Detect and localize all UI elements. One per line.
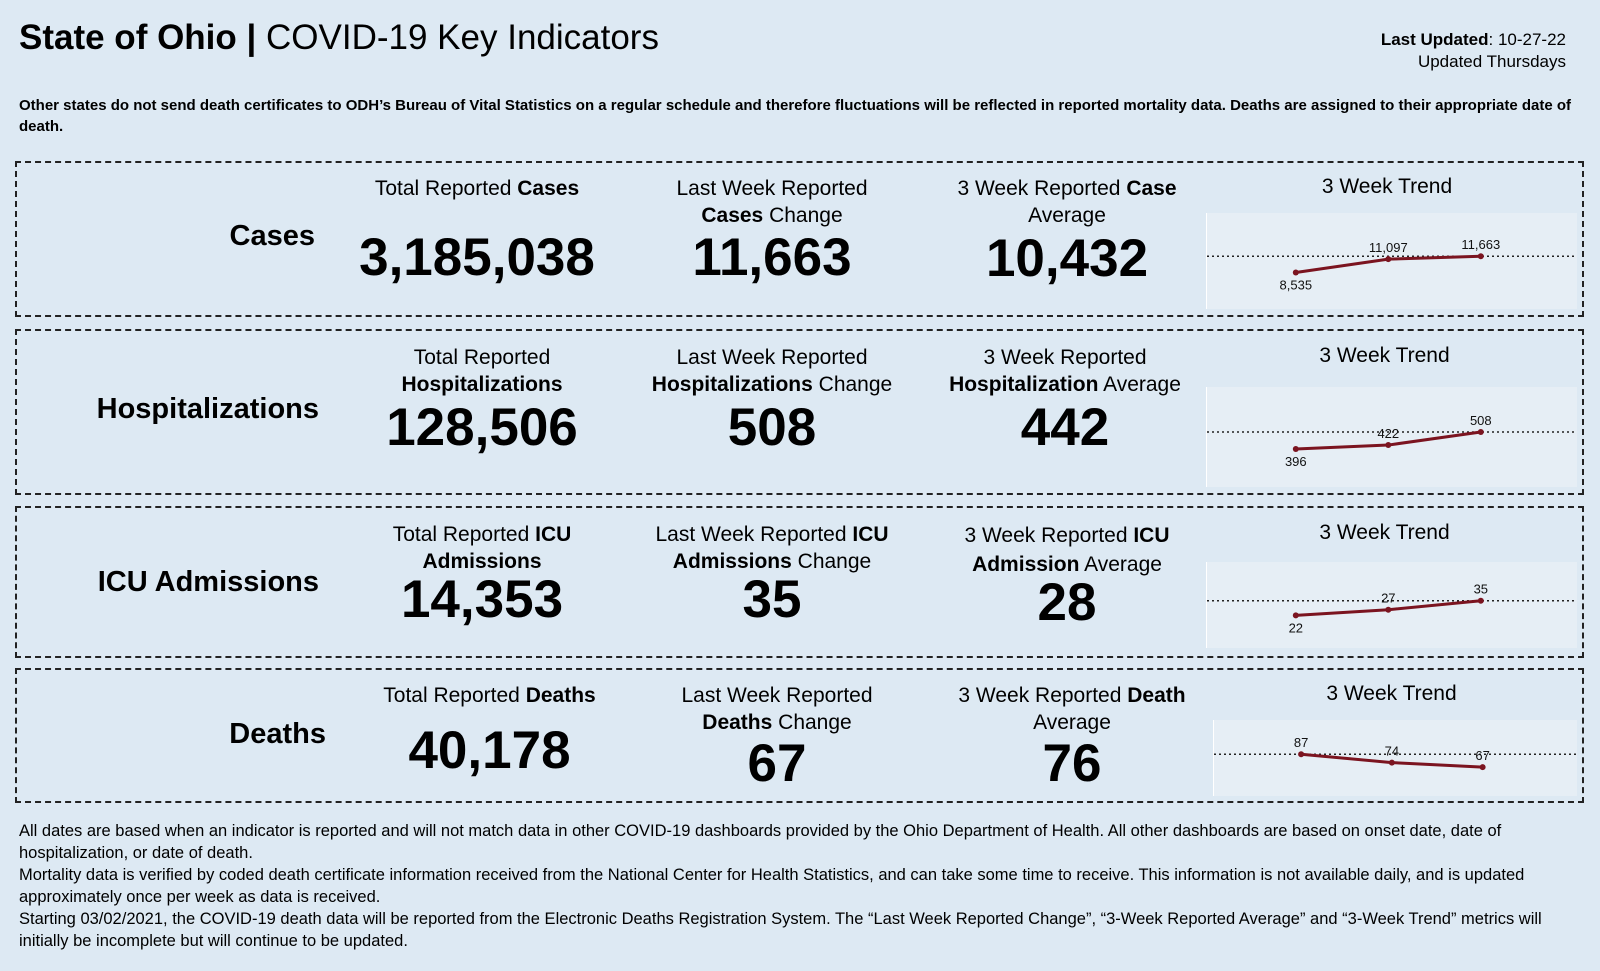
metric-title: Total Reported Hospitalizations [401,346,563,396]
panel-label: Deaths [229,718,326,750]
panel-label: Cases [229,220,315,252]
trend-chart: 8,535 11,097 11,663 [1206,213,1577,309]
hospitalizations-panel: Hospitalizations Total Reported Hospital… [15,329,1584,495]
trend-title: 3 Week Trend [1321,175,1453,198]
trend-point-label: 8,535 [1280,278,1313,293]
trend-point-label: 87 [1294,735,1308,750]
trend-point [1298,751,1305,758]
trend-sparkline: 22 27 35 [1207,582,1577,635]
metric-title: Last Week Reported Hospitalizations Chan… [651,346,893,396]
trend-point [1292,612,1299,619]
footer-note-edrs: Starting 03/02/2021, the COVID-19 death … [19,910,1542,950]
trend-sparkline: 396 422 508 [1207,413,1577,469]
trend-point-label: 27 [1381,591,1395,606]
trend-point [1385,442,1392,449]
trend-chart: 87 74 67 [1213,720,1577,796]
total-metric: Total Reported Hospitalizations 128,506 [327,344,637,458]
metric-value: 35 [742,570,802,629]
trend-chart: 396 422 508 [1206,387,1577,487]
metric-value: 28 [1037,573,1097,632]
metric-title: 3 Week Reported Death Average [958,684,1186,734]
page-title-state: State of Ohio | [19,18,257,57]
trend-sparkline: 87 74 67 [1214,735,1577,771]
trend-point [1385,606,1392,613]
deaths-panel: Deaths Total Reported Deaths 40,178 Last… [15,668,1584,803]
metric-value: 10,432 [985,229,1149,288]
footer-notes: All dates are based when an indicator is… [19,820,1579,952]
trend-point [1292,269,1299,276]
trend-point-label: 11,663 [1461,237,1500,252]
metric-value: 128,506 [386,398,578,457]
metric-title: Last Week Reported ICU Admissions Change [655,523,889,573]
metric-value: 67 [747,734,807,793]
footer-note-mortality: Mortality data is verified by coded deat… [19,866,1525,906]
trend-point-label: 22 [1289,620,1303,635]
change-metric: Last Week Reported Cases Change 11,663 [622,175,922,288]
metric-title: 3 Week Reported Hospitalization Average [949,346,1181,396]
total-metric: Total Reported Deaths 40,178 [337,682,642,781]
metric-title: Last Week Reported Cases Change [676,177,868,227]
trend-point [1477,253,1484,260]
panel-label: Hospitalizations [96,393,319,425]
trend-point [1477,429,1484,435]
trend-chart: 22 27 35 [1206,562,1577,648]
average-metric: 3 Week Reported Hospitalization Average … [905,344,1225,458]
metric-value: 508 [727,398,817,457]
metric-title: Last Week Reported Deaths Change [681,684,873,734]
trend-point-label: 11,097 [1369,240,1408,255]
trend-sparkline: 8,535 11,097 11,663 [1207,237,1577,293]
mortality-notice: Other states do not send death certifica… [19,97,1572,135]
average-metric: 3 Week Reported ICU Admission Average 28 [912,521,1222,633]
last-updated-label: Last Updated [1380,30,1489,49]
metric-value: 40,178 [408,721,571,780]
metric-value: 3,185,038 [359,228,595,287]
metric-value: 14,353 [400,570,564,629]
metric-title: Total Reported ICU Admissions [392,523,572,573]
icu-admissions-panel: ICU Admissions Total Reported ICU Admiss… [15,506,1584,658]
footer-note-dates: All dates are based when an indicator is… [19,822,1502,862]
change-metric: Last Week Reported Hospitalizations Chan… [612,344,932,458]
average-metric: 3 Week Reported Death Average 76 [917,682,1227,794]
average-metric: 3 Week Reported Case Average 10,432 [917,175,1217,289]
metric-title: 3 Week Reported Case Average [957,177,1177,227]
trend-point-label: 422 [1377,426,1399,441]
metric-title: Total Reported Cases [374,177,580,200]
total-metric: Total Reported Cases 3,185,038 [317,175,637,288]
trend-point [1477,597,1484,604]
trend-point-label: 35 [1474,582,1488,597]
metric-title: Total Reported Deaths [383,684,596,707]
trend-point [1385,256,1392,263]
cases-panel: Cases Total Reported Cases 3,185,038 Las… [15,161,1584,317]
trend-point-label: 67 [1475,748,1489,763]
metric-value: 76 [1042,734,1102,793]
trend-point [1479,764,1486,771]
page-title: State of Ohio | COVID-19 Key Indicators [19,18,659,58]
metric-value: 11,663 [692,228,852,287]
trend-point [1292,446,1299,452]
trend-point [1388,759,1395,766]
trend-title: 3 Week Trend [1319,344,1450,367]
last-updated: Last Updated: 10-27-22 Updated Thursdays [1381,29,1566,73]
change-metric: Last Week Reported Deaths Change 67 [627,682,927,794]
trend-point-label: 396 [1285,454,1307,469]
total-metric: Total Reported ICU Admissions 14,353 [337,521,627,630]
update-schedule: Updated Thursdays [1417,52,1566,71]
metric-value: 442 [1020,398,1110,457]
panel-label: ICU Admissions [97,566,319,598]
trend-title: 3 Week Trend [1319,521,1450,544]
change-metric: Last Week Reported ICU Admissions Change… [612,521,932,630]
trend-point-label: 74 [1385,744,1399,759]
page-title-subtitle: COVID-19 Key Indicators [266,18,659,57]
trend-point-label: 508 [1470,413,1492,428]
metric-title: 3 Week Reported ICU Admission Average [964,524,1170,576]
last-updated-value: : 10-27-22 [1488,30,1567,49]
trend-title: 3 Week Trend [1326,682,1457,705]
